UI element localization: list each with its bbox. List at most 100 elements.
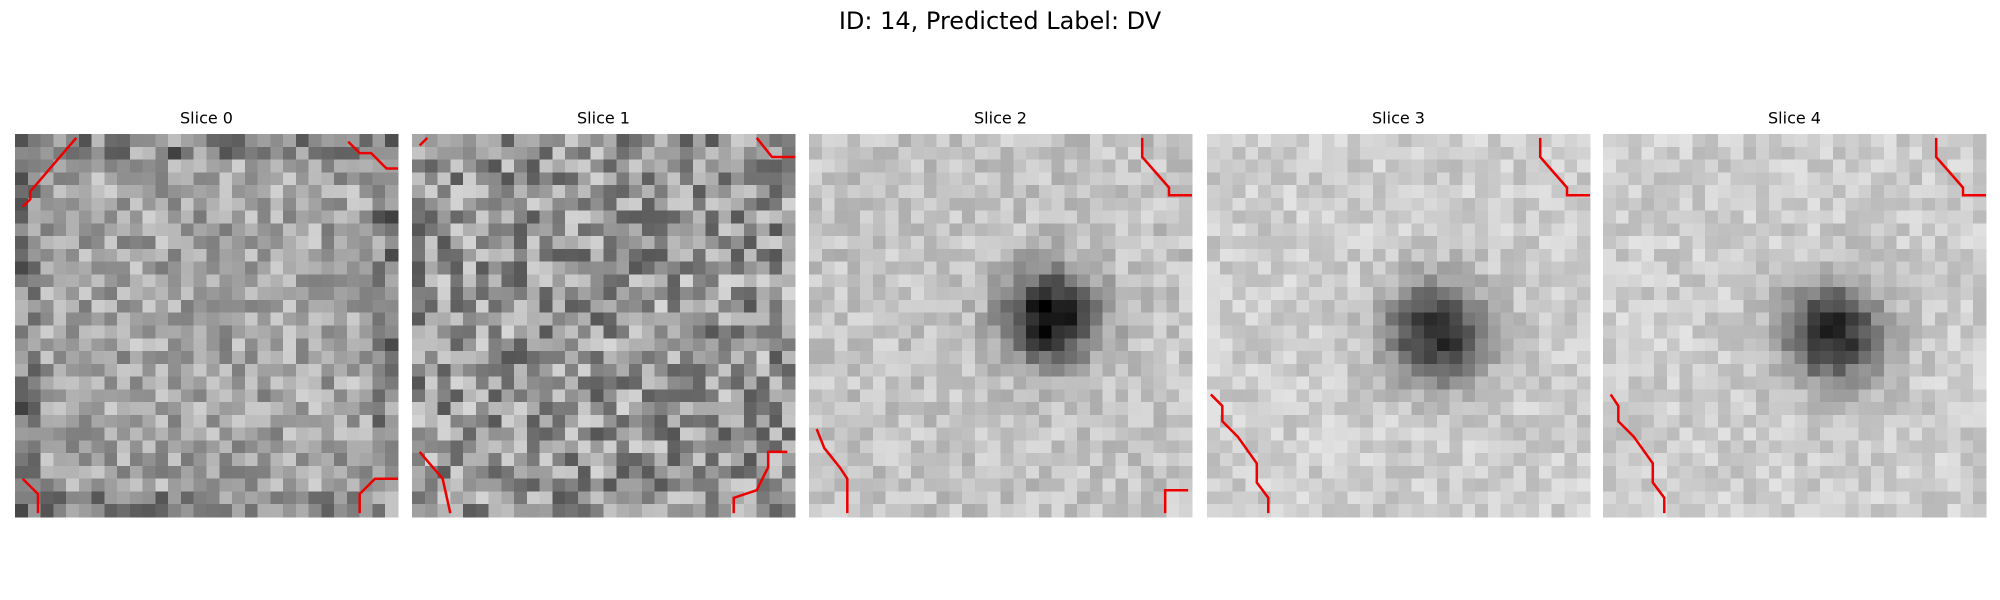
pixel <box>1038 210 1053 224</box>
pixel <box>142 146 156 161</box>
pixel <box>1026 376 1040 390</box>
pixel <box>1513 504 1527 518</box>
pixel <box>1641 274 1655 288</box>
pixel <box>1385 402 1399 416</box>
pixel <box>577 197 592 212</box>
pixel <box>1128 402 1142 416</box>
pixel <box>295 376 310 390</box>
pixel <box>1309 427 1323 441</box>
pixel <box>756 299 770 314</box>
pixel <box>53 414 67 429</box>
pixel <box>1871 312 1885 326</box>
pixel <box>680 261 694 275</box>
pixel <box>78 465 93 480</box>
pixel <box>911 465 925 480</box>
pixel <box>117 414 131 429</box>
pixel <box>1077 299 1091 314</box>
pixel <box>53 351 67 365</box>
pixel <box>1564 478 1578 492</box>
pixel <box>1270 197 1285 212</box>
pixel <box>1692 274 1706 288</box>
pixel <box>308 248 322 263</box>
pixel <box>1232 287 1246 301</box>
pixel <box>437 312 451 326</box>
pixel <box>1679 261 1693 275</box>
pixel <box>667 338 681 352</box>
pixel <box>1628 363 1642 378</box>
pixel <box>1666 465 1681 480</box>
pixel <box>1258 197 1272 212</box>
pixel <box>501 274 515 288</box>
pixel <box>641 376 656 390</box>
pixel <box>1858 504 1872 518</box>
pixel <box>1692 414 1706 429</box>
pixel <box>1513 363 1527 378</box>
pixel <box>1526 134 1540 148</box>
pixel <box>1538 210 1553 224</box>
pixel <box>1615 146 1630 161</box>
pixel <box>949 172 963 186</box>
pixel <box>743 210 758 224</box>
pixel <box>1462 274 1476 288</box>
pixel <box>731 159 745 173</box>
pixel <box>1487 491 1502 505</box>
pixel <box>359 427 373 441</box>
pixel <box>359 363 373 378</box>
pixel <box>821 402 836 416</box>
pixel <box>1436 389 1451 403</box>
pixel <box>1449 325 1463 339</box>
pixel <box>718 274 732 288</box>
pixel <box>1679 440 1693 454</box>
pixel <box>872 325 887 339</box>
pixel <box>168 414 182 429</box>
contour <box>1209 393 1270 514</box>
pixel <box>526 325 541 339</box>
pixel <box>463 223 477 237</box>
pixel <box>1730 338 1744 352</box>
pixel <box>1232 325 1246 339</box>
pixel <box>1398 134 1412 148</box>
pixel <box>308 172 322 186</box>
pixel <box>180 453 195 467</box>
pixel <box>1219 504 1234 518</box>
pixel <box>104 312 118 326</box>
pixel <box>1115 261 1129 275</box>
pixel <box>1628 325 1642 339</box>
pixel <box>692 363 707 378</box>
pixel <box>552 504 566 518</box>
pixel <box>1615 504 1630 518</box>
pixel <box>1717 172 1732 186</box>
pixel <box>565 389 579 403</box>
pixel <box>949 414 963 429</box>
pixel <box>1883 338 1898 352</box>
pixel <box>1692 236 1706 250</box>
pixel <box>577 236 592 250</box>
pixel <box>1692 172 1706 186</box>
pixel <box>552 465 566 480</box>
pixel <box>1449 287 1463 301</box>
pixel <box>129 504 144 518</box>
pixel <box>1347 363 1361 378</box>
pixel <box>155 338 169 352</box>
pixel <box>1666 223 1681 237</box>
pixel <box>437 248 451 263</box>
pixel <box>385 351 399 365</box>
pixel <box>1960 414 1974 429</box>
pixel <box>450 478 464 492</box>
pixel <box>962 491 976 505</box>
pixel <box>232 465 246 480</box>
pixel <box>412 325 426 339</box>
pixel <box>1922 414 1936 429</box>
pixel <box>15 376 29 390</box>
pixel <box>1360 223 1374 237</box>
pixel <box>1794 504 1808 518</box>
pixel <box>1794 389 1808 403</box>
pixel <box>1102 325 1116 339</box>
pixel <box>616 185 630 199</box>
pixel <box>1232 389 1246 403</box>
pixel <box>168 312 182 326</box>
pixel <box>219 236 233 250</box>
pixel <box>629 351 643 365</box>
pixel <box>129 274 144 288</box>
pixel <box>155 197 169 212</box>
